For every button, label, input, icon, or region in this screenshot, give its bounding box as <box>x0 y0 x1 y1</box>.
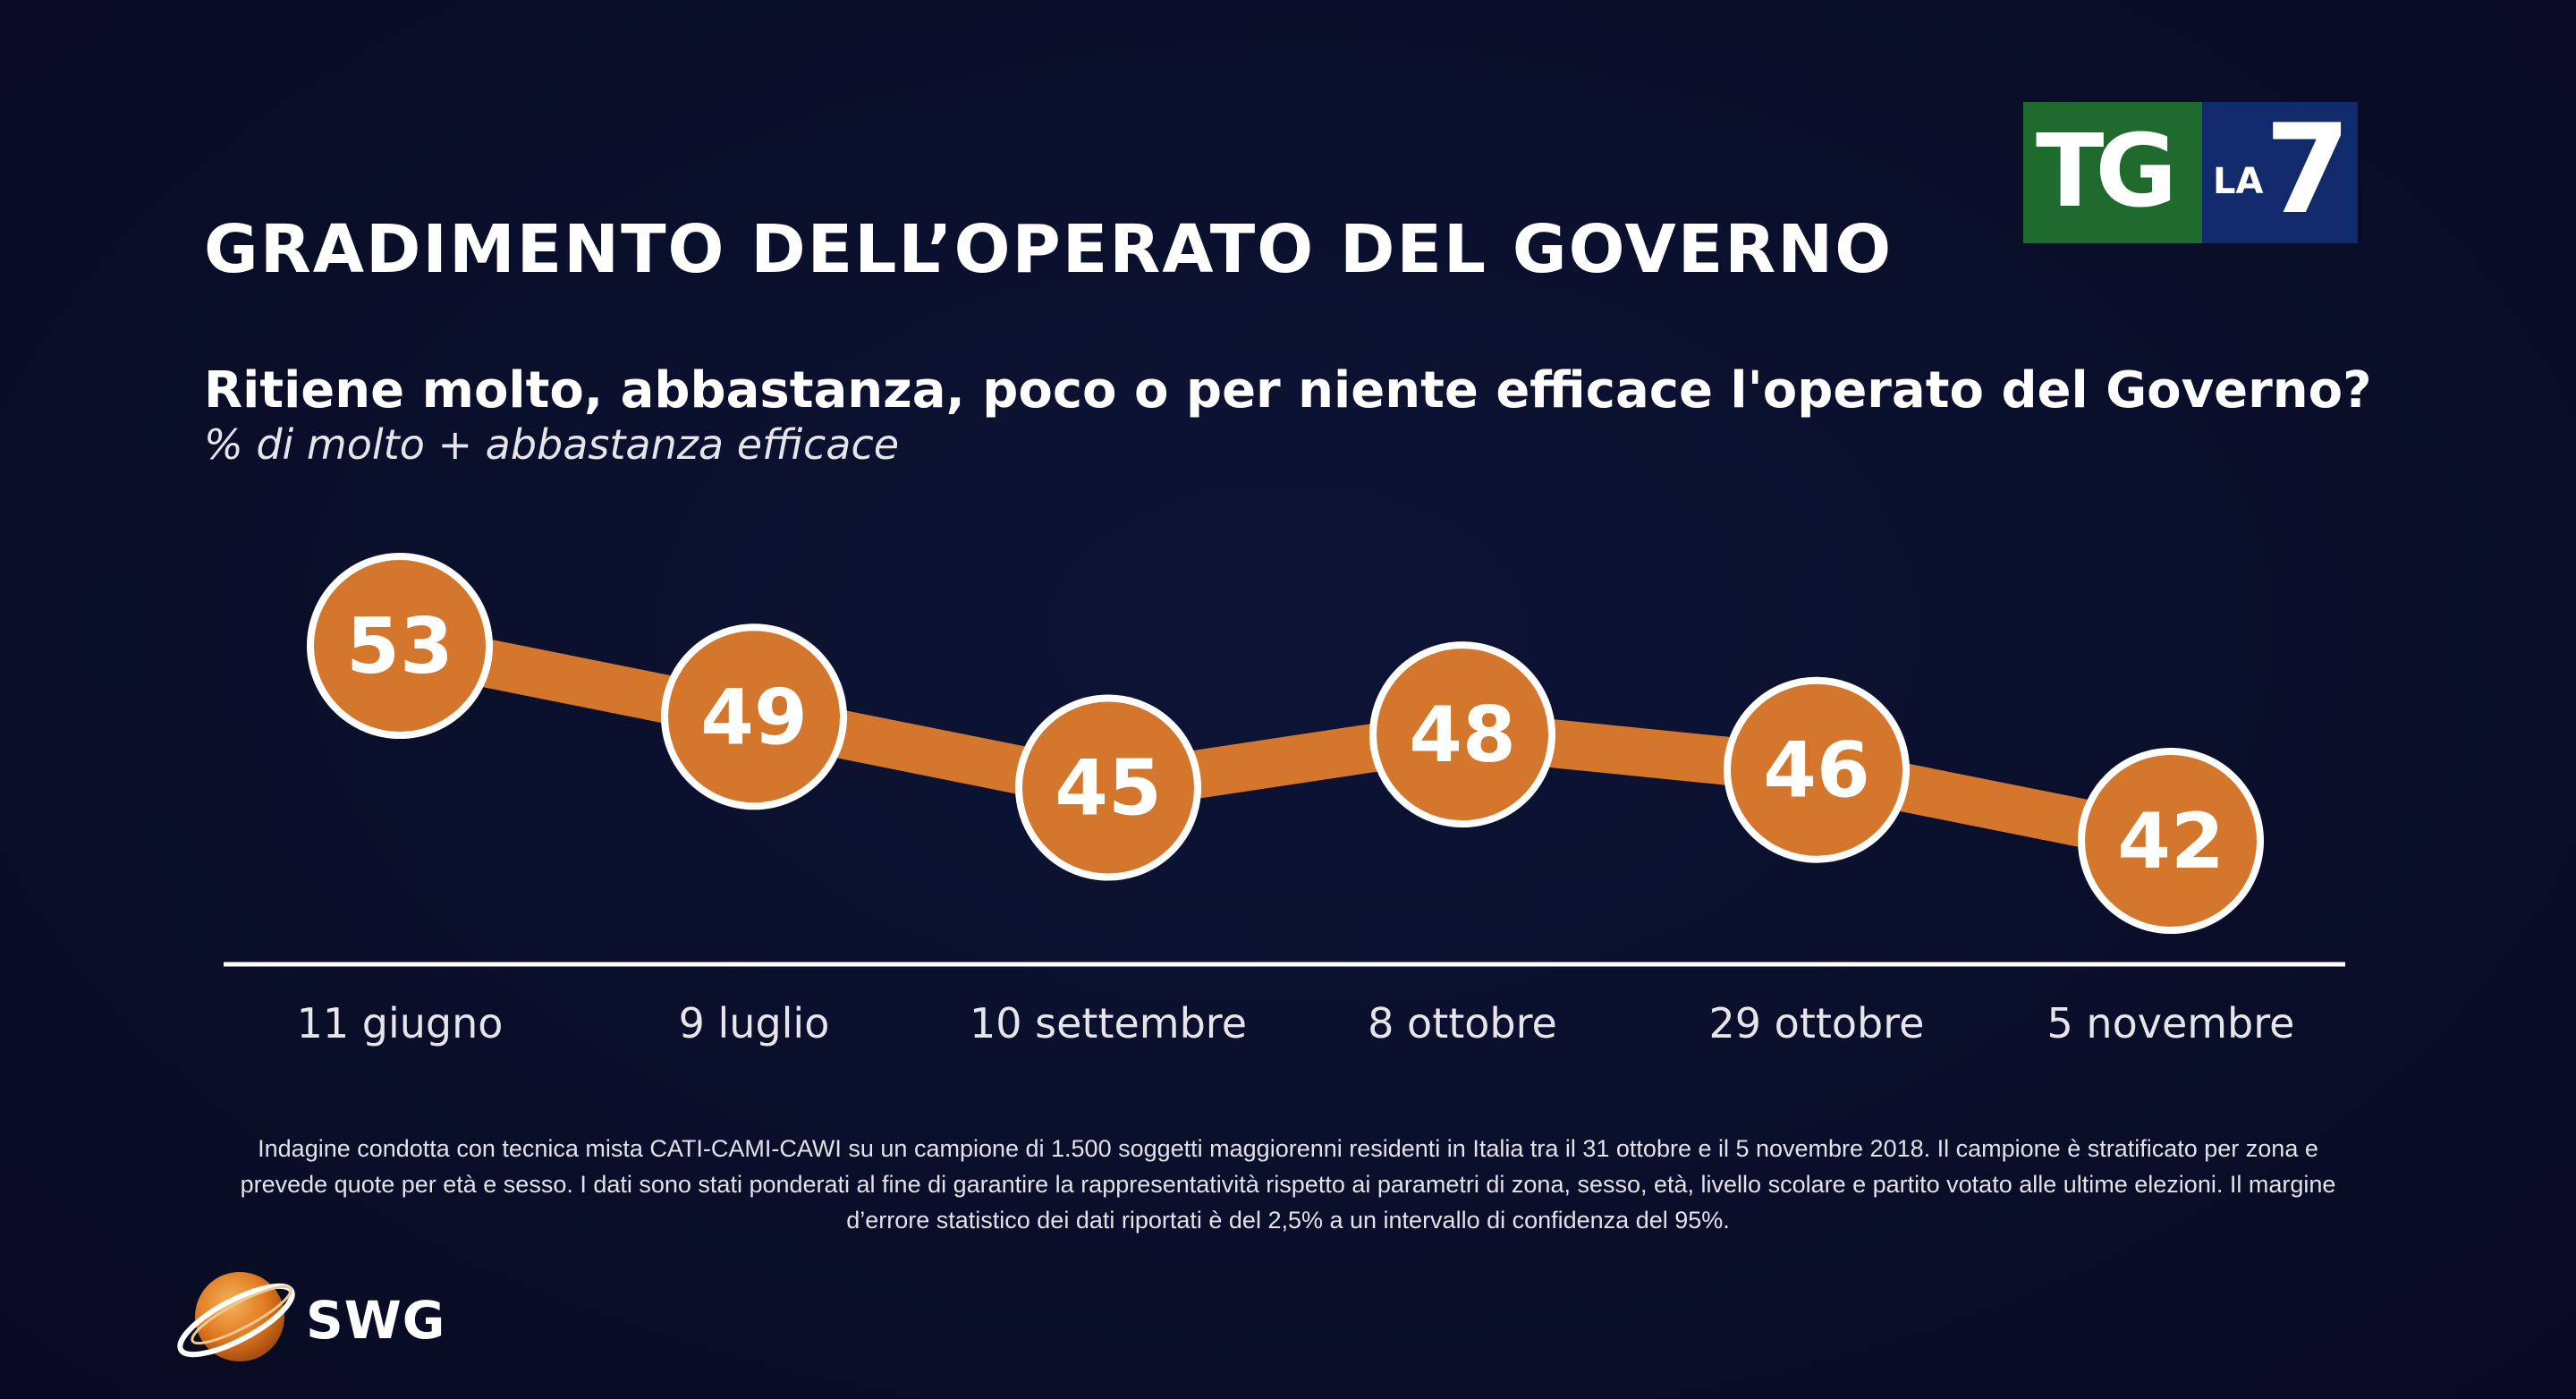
swg-logo: SWG <box>170 1261 465 1378</box>
point-marker <box>661 623 847 810</box>
point-marker <box>1015 694 1201 881</box>
x-tick-label: 29 ottobre <box>1709 999 1925 1047</box>
data-label: 48 <box>1409 691 1516 780</box>
swg-brand-text: SWG <box>306 1290 446 1351</box>
x-tick-label: 11 giugno <box>297 999 504 1047</box>
line-chart: 53 11 giugno 49 9 luglio 45 10 settembre 48 8 o… <box>224 553 2345 1047</box>
data-label: 46 <box>1763 726 1870 816</box>
data-label: 45 <box>1055 744 1162 834</box>
data-point: 46 <box>1724 676 1910 863</box>
logo-7-text: 7 <box>2265 98 2351 242</box>
x-tick-label: 9 luglio <box>679 999 830 1047</box>
data-point: 48 <box>1369 641 1555 828</box>
point-marker <box>1369 641 1555 828</box>
logo-la-text: LA <box>2213 161 2264 202</box>
data-label: 49 <box>700 673 808 762</box>
data-point: 45 <box>1015 694 1201 881</box>
x-tick-label: 8 ottobre <box>1368 999 1557 1047</box>
data-label: 42 <box>2117 797 2224 886</box>
data-point: 42 <box>2078 748 2264 934</box>
x-tick-label: 10 settembre <box>970 999 1247 1047</box>
logo-tg-text: TG <box>2036 114 2177 230</box>
methodology-note: Indagine condotta con tecnica mista CATI… <box>240 1135 2336 1234</box>
chart-measure: % di molto + abbastanza efficace <box>204 420 900 469</box>
x-tick-label: 5 novembre <box>2047 999 2295 1047</box>
swg-globe-icon <box>177 1272 295 1361</box>
point-marker <box>2078 748 2264 934</box>
tg-la7-logo: TG LA 7 <box>2023 102 2358 243</box>
data-point: 53 <box>307 553 493 739</box>
data-point: 49 <box>661 623 847 810</box>
logo-blue-block <box>2202 102 2358 243</box>
page-title: GRADIMENTO DELL’OPERATO DEL GOVERNO <box>204 211 1894 288</box>
chart-question: Ritiene molto, abbastanza, poco o per ni… <box>204 361 2372 420</box>
logo-green-block <box>2023 102 2202 243</box>
data-label: 53 <box>346 602 453 691</box>
point-marker <box>307 553 493 739</box>
point-marker <box>1724 676 1910 863</box>
